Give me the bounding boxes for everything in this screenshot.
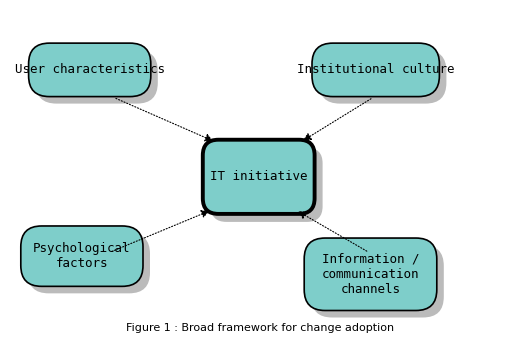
Text: IT initiative: IT initiative (210, 170, 307, 183)
FancyBboxPatch shape (35, 50, 158, 104)
FancyBboxPatch shape (312, 43, 439, 97)
Text: Psychological
factors: Psychological factors (33, 242, 131, 270)
FancyBboxPatch shape (29, 43, 151, 97)
Text: Figure 1 : Broad framework for change adoption: Figure 1 : Broad framework for change ad… (126, 323, 394, 333)
FancyBboxPatch shape (319, 50, 446, 104)
Text: Information /
communication
channels: Information / communication channels (322, 253, 419, 296)
FancyBboxPatch shape (28, 233, 150, 293)
Text: User characteristics: User characteristics (15, 63, 165, 76)
FancyBboxPatch shape (211, 148, 322, 222)
FancyBboxPatch shape (203, 140, 315, 214)
FancyBboxPatch shape (311, 245, 444, 317)
FancyBboxPatch shape (304, 238, 437, 310)
FancyBboxPatch shape (21, 226, 143, 286)
Text: Institutional culture: Institutional culture (297, 63, 454, 76)
